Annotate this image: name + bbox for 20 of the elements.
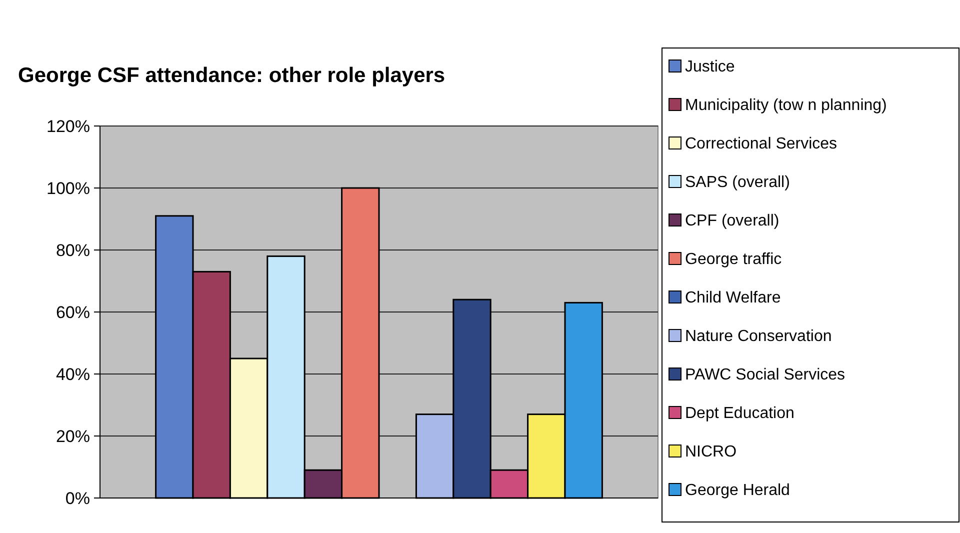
y-tick-label: 80% [56, 240, 90, 260]
legend-label: PAWC Social Services [685, 366, 846, 384]
y-tick-label: 20% [56, 426, 90, 446]
y-tick-label: 60% [56, 302, 90, 322]
legend-label: Justice [685, 58, 735, 76]
legend-label: Municipality (tow n planning) [685, 97, 887, 114]
y-tick-label: 120% [46, 116, 90, 136]
legend-label: George traffic [685, 251, 782, 268]
legend-label: CPF (overall) [685, 212, 780, 230]
y-tick-label: 0% [65, 488, 90, 508]
y-tick-label: 100% [46, 178, 90, 198]
legend-label: Correctional Services [685, 136, 838, 153]
legend-label: NICRO [685, 444, 737, 461]
legend-label: Dept Education [685, 405, 794, 422]
legend-label: Child Welfare [685, 290, 781, 307]
y-tick-label: 40% [56, 364, 90, 384]
legend-label: Nature Conservation [685, 328, 832, 346]
chart-title: George CSF attendance: other role players [18, 64, 446, 87]
legend-label: George Herald [685, 482, 790, 500]
legend-label: SAPS (overall) [685, 174, 790, 192]
